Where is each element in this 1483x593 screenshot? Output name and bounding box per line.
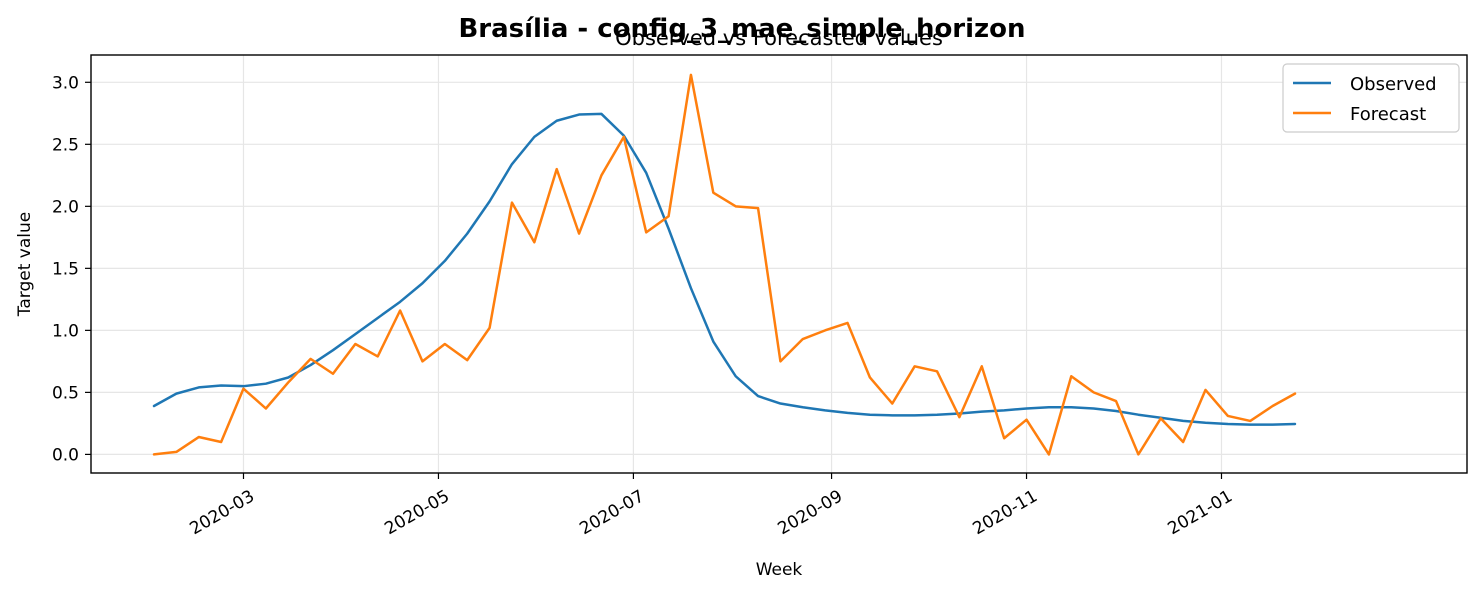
y-tick-label: 1.0 bbox=[52, 321, 79, 341]
chart-title: Brasília - config_3_mae_simple_horizon bbox=[458, 14, 1025, 44]
y-tick-label: 1.5 bbox=[52, 259, 79, 279]
legend: Observed Forecast bbox=[1282, 63, 1460, 133]
series-line-forecast bbox=[152, 73, 1297, 456]
y-tick-label: 3.0 bbox=[52, 73, 79, 93]
grid bbox=[91, 55, 1467, 473]
plot-frame bbox=[90, 54, 1468, 474]
y-tick-label: 2.5 bbox=[52, 135, 79, 155]
x-axis-label: Week bbox=[756, 560, 803, 580]
y-tick-label: 0.5 bbox=[52, 383, 79, 403]
y-axis: 0.0 0.5 1.0 1.5 2.0 2.5 3.0 bbox=[52, 73, 91, 465]
y-tick-label: 0.0 bbox=[52, 445, 79, 465]
legend-label-observed: Observed bbox=[1350, 74, 1437, 95]
series-line-observed bbox=[152, 112, 1297, 426]
legend-box bbox=[1282, 63, 1460, 133]
y-tick-label: 2.0 bbox=[52, 197, 79, 217]
chart-subtitle: Observed vs Forecasted values bbox=[615, 26, 943, 50]
series-lines bbox=[152, 73, 1297, 456]
legend-label-forecast: Forecast bbox=[1350, 104, 1426, 125]
y-axis-label: Target value bbox=[15, 212, 35, 317]
